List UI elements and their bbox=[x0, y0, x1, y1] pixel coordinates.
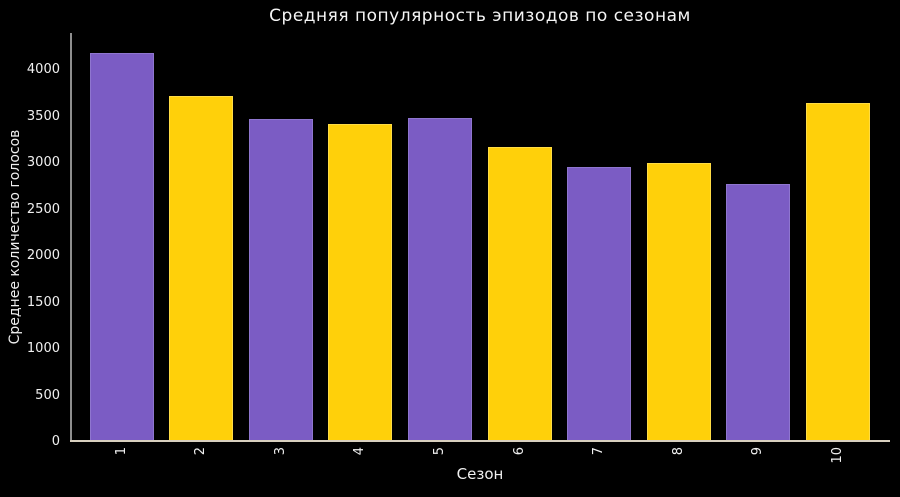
plot-area: 0 500 1000 1500 2000 2500 3000 3500 4000 1 2 3 4 5 6 7… bbox=[27, 33, 890, 464]
y-tick-label-0: 0 bbox=[51, 434, 60, 449]
x-tick-label-6: 6 bbox=[511, 447, 527, 456]
x-tick-label-5: 5 bbox=[431, 447, 447, 456]
y-tick-label-500: 500 bbox=[35, 387, 60, 403]
y-tick-label-4000: 4000 bbox=[26, 62, 60, 78]
y-tick-label-3500: 3500 bbox=[26, 108, 60, 124]
x-axis-label: Сезон bbox=[456, 465, 504, 483]
bar-season-2 bbox=[169, 96, 234, 442]
x-tick-label-10: 10 bbox=[829, 447, 845, 464]
x-axis-line bbox=[70, 440, 890, 442]
x-tick-label-7: 7 bbox=[591, 447, 607, 456]
bar-season-1 bbox=[89, 53, 154, 442]
y-tick-label-1500: 1500 bbox=[26, 294, 60, 310]
x-tick-label-1: 1 bbox=[113, 447, 129, 456]
bar-season-7 bbox=[567, 166, 632, 442]
y-tick-label-2500: 2500 bbox=[26, 201, 60, 217]
bar-season-8 bbox=[646, 163, 711, 442]
y-tick-label-3000: 3000 bbox=[26, 155, 60, 171]
bar-season-3 bbox=[248, 118, 313, 442]
bar-season-4 bbox=[328, 124, 393, 442]
bar-season-10 bbox=[805, 102, 870, 442]
y-tick-label-2000: 2000 bbox=[26, 248, 60, 264]
chart-title: Средняя популярность эпизодов по сезонам bbox=[269, 6, 691, 26]
bar-season-9 bbox=[726, 183, 791, 442]
y-axis-line bbox=[70, 33, 72, 442]
bar-season-5 bbox=[407, 117, 472, 442]
x-tick-label-2: 2 bbox=[193, 447, 209, 456]
x-tick-label-9: 9 bbox=[750, 447, 766, 456]
x-tick-label-8: 8 bbox=[670, 447, 686, 456]
bar-season-6 bbox=[487, 147, 552, 442]
x-tick-label-4: 4 bbox=[352, 447, 368, 456]
x-tick-label-3: 3 bbox=[272, 447, 288, 456]
y-tick-label-1000: 1000 bbox=[26, 341, 60, 357]
